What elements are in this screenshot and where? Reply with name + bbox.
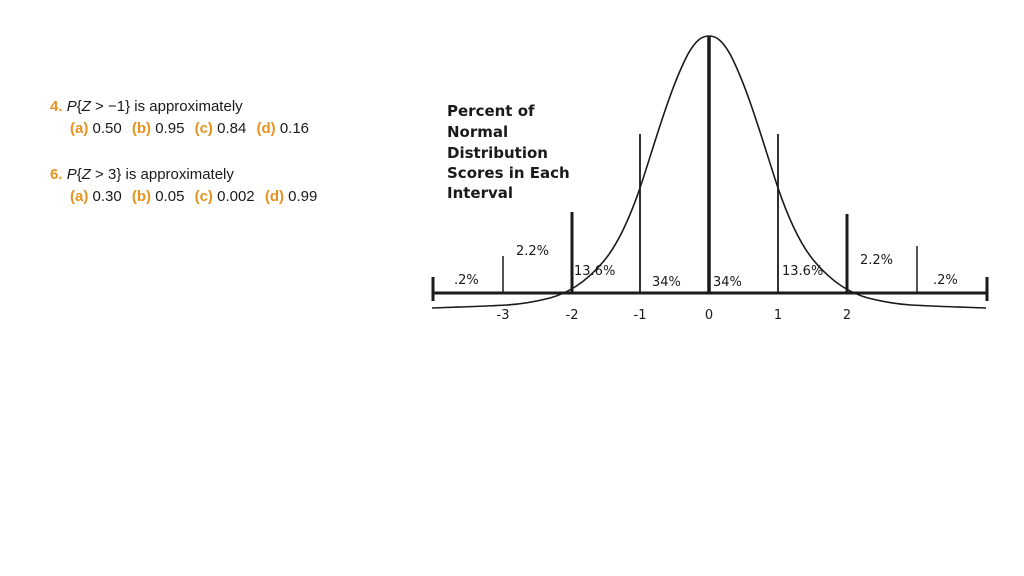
option-b: (b) 0.95 xyxy=(131,120,185,137)
interval-label: 2.2% xyxy=(516,244,549,259)
answer-options: (a) 0.30 (b) 0.05 (c) 0.002 (d) 0.99 xyxy=(50,186,410,208)
probability-symbol: P xyxy=(66,166,77,183)
question-number: 4. xyxy=(50,98,63,115)
tick-label: -2 xyxy=(566,308,579,323)
question-number: 6. xyxy=(50,166,63,183)
figure-title-line-5: Interval xyxy=(447,184,513,202)
figure-title-line-1: Percent of xyxy=(447,102,535,120)
relation-text: > 3} xyxy=(90,166,122,183)
option-c: (c) 0.002 xyxy=(194,188,255,205)
option-a: (a) 0.50 xyxy=(70,120,122,137)
variable-z: Z xyxy=(81,98,91,115)
interval-label: 34% xyxy=(652,275,681,290)
probability-symbol: P xyxy=(66,98,77,115)
question-suffix: is approximately xyxy=(130,98,243,115)
option-a: (a) 0.30 xyxy=(70,188,122,205)
tick-label: 2 xyxy=(843,308,851,323)
brace-open: { xyxy=(76,98,82,115)
figure-title-line-3: Distribution xyxy=(447,144,548,162)
question-item: 4. P{Z > −1} is approximately (a) 0.50 (… xyxy=(50,96,410,140)
tick-label: 0 xyxy=(705,308,713,323)
relation-text: > −1} xyxy=(90,98,131,115)
interval-label: 13.6% xyxy=(782,264,823,279)
variable-z: Z xyxy=(81,166,91,183)
question-list: 4. P{Z > −1} is approximately (a) 0.50 (… xyxy=(50,96,410,232)
question-item: 6. P{Z > 3} is approximately (a) 0.30 (b… xyxy=(50,164,410,208)
question-text: 4. P{Z > −1} is approximately xyxy=(50,96,410,118)
interval-label: .2% xyxy=(933,273,958,288)
tick-label: 1 xyxy=(774,308,782,323)
question-suffix: is approximately xyxy=(121,166,234,183)
figure-title-line-2: Normal xyxy=(447,123,508,141)
option-b: (b) 0.05 xyxy=(131,188,185,205)
option-d: (d) 0.99 xyxy=(264,188,318,205)
interval-label: 2.2% xyxy=(860,253,893,268)
answer-options: (a) 0.50 (b) 0.95 (c) 0.84 (d) 0.16 xyxy=(50,118,410,140)
brace-open: { xyxy=(76,166,82,183)
option-d: (d) 0.16 xyxy=(256,120,310,137)
normal-distribution-figure: Percent of Normal Distribution Scores in… xyxy=(420,28,995,328)
interval-label: 34% xyxy=(713,275,742,290)
option-c: (c) 0.84 xyxy=(194,120,247,137)
normal-curve-svg: Percent of Normal Distribution Scores in… xyxy=(431,35,989,323)
interval-label: .2% xyxy=(454,273,479,288)
question-text: 6. P{Z > 3} is approximately xyxy=(50,164,410,186)
tick-label: -3 xyxy=(497,308,510,323)
figure-title-line-4: Scores in Each xyxy=(447,164,570,182)
interval-label: 13.6% xyxy=(574,264,615,279)
tick-label: -1 xyxy=(634,308,647,323)
